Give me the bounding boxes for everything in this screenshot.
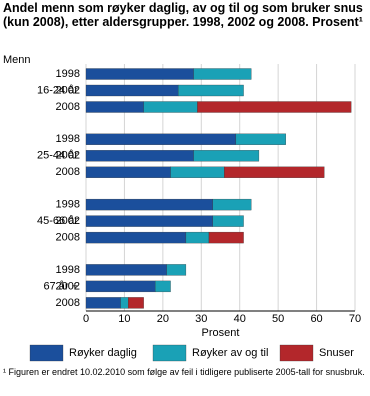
bar: [120, 297, 129, 309]
y-tick-label: 2002: [56, 150, 80, 162]
group-title: Menn: [3, 54, 31, 66]
bar: [128, 297, 144, 309]
bar: [185, 231, 210, 244]
legend-label: Snuser: [319, 347, 354, 359]
bar: [85, 297, 121, 309]
x-tick-label: 20: [157, 313, 169, 325]
bar: [170, 166, 225, 178]
chart-title: Andel menn som røyker daglig, av og til …: [3, 1, 363, 29]
y-tick-label: 2008: [56, 101, 80, 113]
legend-label: Røyker av og til: [192, 347, 268, 359]
bar: [235, 133, 286, 145]
bar: [85, 68, 194, 80]
group-label: 25-44 år: [37, 150, 78, 162]
bar: [166, 264, 187, 276]
bar: [143, 101, 198, 113]
legend-label: Røyker daglig: [69, 347, 137, 359]
x-tick-label: 40: [234, 313, 246, 325]
x-tick-label: 10: [118, 313, 130, 325]
bar: [85, 101, 144, 113]
y-tick-label: 2008: [56, 232, 80, 244]
group-label: 45-66 år: [37, 215, 78, 227]
x-tick-label: 30: [195, 313, 207, 325]
y-tick-label: 2008: [56, 166, 80, 178]
bar: [208, 231, 244, 244]
bar: [197, 101, 352, 113]
y-tick-label: 2002: [56, 280, 80, 292]
y-tick-label: 1998: [56, 133, 80, 145]
bar: [212, 215, 244, 227]
bar: [178, 84, 244, 97]
legend-swatch: [152, 344, 187, 362]
x-tick-label: 70: [349, 313, 361, 325]
bar: [155, 280, 171, 293]
x-tick-label: 60: [310, 313, 322, 325]
bar: [85, 166, 171, 178]
y-tick-label: 2002: [56, 215, 80, 227]
bar: [193, 68, 252, 80]
y-tick-label: 2008: [56, 297, 80, 309]
group-label: 16-24 år: [37, 84, 78, 96]
bar: [85, 84, 179, 97]
bar: [85, 264, 167, 276]
x-tick-label: 0: [83, 313, 89, 325]
footnote: ¹ Figuren er endret 10.02.2010 som følge…: [3, 367, 365, 377]
bar: [85, 198, 213, 211]
bar: [193, 150, 260, 162]
y-tick-label: 2002: [56, 84, 80, 96]
group-label: 67 år +: [43, 280, 78, 292]
x-axis-label: Prosent: [202, 327, 240, 339]
legend-swatch: [279, 344, 314, 362]
legend-swatch: [29, 344, 64, 362]
x-tick-label: 50: [272, 313, 284, 325]
bar: [224, 166, 325, 178]
y-tick-label: 1998: [56, 264, 80, 276]
bar: [85, 133, 237, 145]
bar: [85, 215, 213, 227]
bar: [85, 280, 156, 293]
bar: [85, 150, 194, 162]
y-tick-label: 1998: [56, 68, 80, 80]
y-tick-label: 1998: [56, 199, 80, 211]
bar: [212, 198, 252, 211]
bar: [85, 231, 187, 244]
